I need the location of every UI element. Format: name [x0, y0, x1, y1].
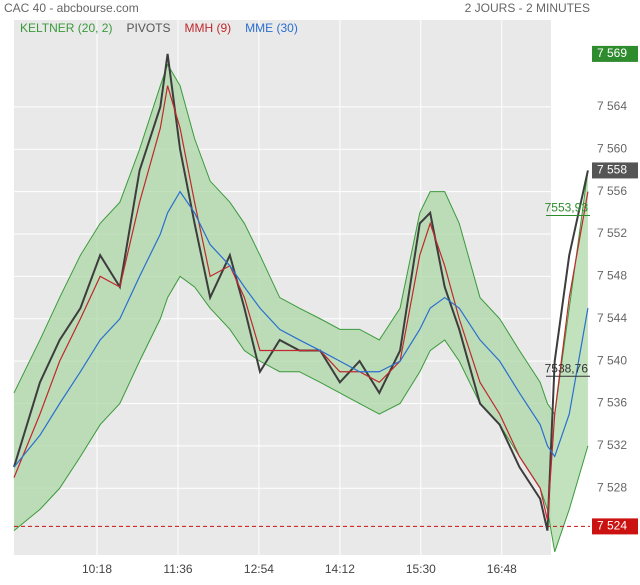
chart-subtitle: 2 JOURS - 2 MINUTES — [465, 1, 590, 15]
x-tick-label: 11:36 — [163, 562, 192, 576]
y-tick-label: 7 536 — [597, 396, 627, 410]
keltner-fill — [14, 64, 588, 552]
y-tick-label: 7 532 — [597, 438, 627, 452]
keltner-lower — [13, 275, 589, 552]
y-tick-label: 7 528 — [597, 480, 627, 494]
pivot-label: 7 524 — [597, 519, 627, 533]
value-label: 7553,93 — [545, 201, 589, 215]
price-box-label: 7 569 — [597, 46, 627, 60]
y-tick-label: 7 564 — [597, 99, 627, 113]
price-box — [592, 162, 638, 179]
x-tick-label: 10:18 — [82, 562, 112, 576]
y-tick-label: 7 552 — [597, 226, 627, 240]
price-box — [592, 45, 638, 62]
y-tick-label: 7 560 — [597, 141, 627, 155]
legend-entry: KELTNER (20, 2) — [20, 21, 112, 35]
x-tick-label: 12:54 — [244, 562, 274, 576]
y-tick-label: 7 548 — [597, 269, 627, 283]
y-tick-label: 7 556 — [597, 184, 627, 198]
mmh-line — [13, 85, 589, 521]
legend-entry: PIVOTS — [126, 21, 170, 35]
value-label: 7538,76 — [545, 361, 589, 375]
y-tick-label: 7 540 — [597, 353, 627, 367]
legend-entry: MMH (9) — [185, 21, 232, 35]
x-tick-label: 15:30 — [406, 562, 436, 576]
x-tick-label: 16:48 — [487, 562, 517, 576]
legend-entry: MME (30) — [245, 21, 298, 35]
chart-title: CAC 40 - abcbourse.com — [4, 1, 139, 15]
x-tick-label: 14:12 — [325, 562, 355, 576]
pivot-box — [592, 518, 638, 535]
y-tick-label: 7 544 — [597, 311, 627, 325]
price-box-label: 7 558 — [597, 163, 627, 177]
mme-line — [13, 190, 589, 468]
keltner-upper — [13, 63, 589, 416]
